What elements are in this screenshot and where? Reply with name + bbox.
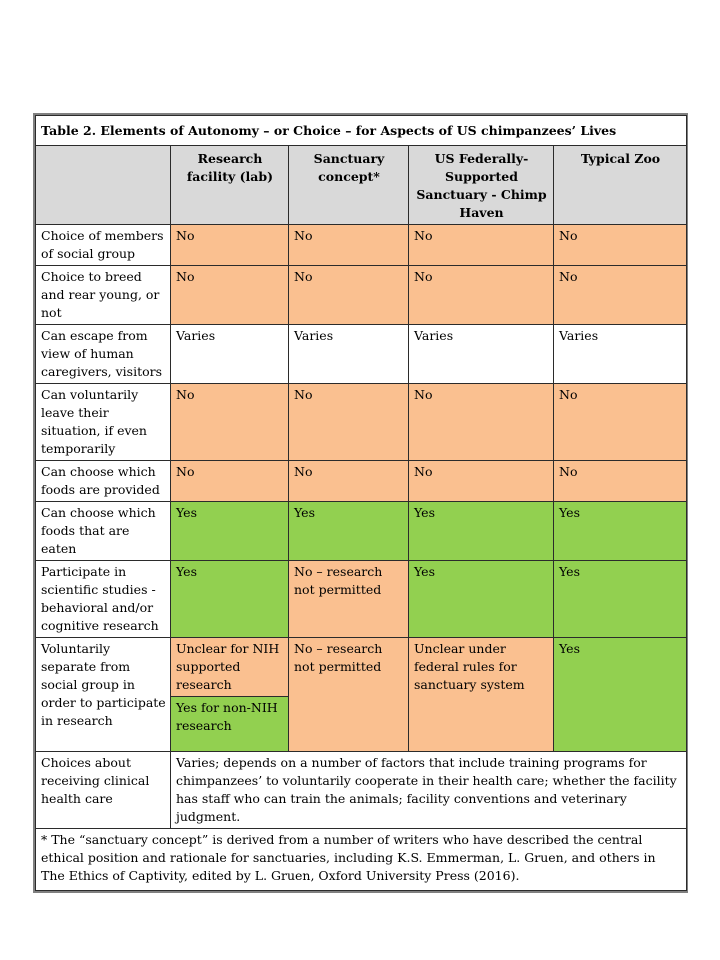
cell: Varies: [170, 324, 289, 384]
cell: No: [288, 265, 409, 325]
table-frame: Table 2. Elements of Autonomy – or Choic…: [33, 113, 688, 893]
row-label: Choices about receiving clinical health …: [35, 751, 171, 829]
table-title-row: Table 2. Elements of Autonomy – or Choic…: [35, 115, 687, 146]
cell: No: [288, 224, 409, 266]
cell: Varies: [553, 324, 687, 384]
row-label: Choice to breed and rear young, or not: [35, 265, 171, 325]
table-header-row: Research facility (lab) Sanctuary concep…: [35, 145, 687, 225]
table-row: Choice to breed and rear young, or not N…: [35, 265, 687, 325]
cell-facility-top: Unclear for NIH supported research: [170, 637, 289, 697]
cell: Yes: [288, 501, 409, 561]
cell: No: [170, 383, 289, 461]
row-label: Choice of members of social group: [35, 224, 171, 266]
row-label: Can choose which foods are provided: [35, 460, 171, 502]
row-label: Voluntarily separate from social group i…: [35, 637, 171, 752]
table-footnote-row: * The “sanctuary concept” is derived fro…: [35, 828, 687, 891]
table-row: Can escape from view of human caregivers…: [35, 324, 687, 384]
row-label: Can escape from view of human caregivers…: [35, 324, 171, 384]
table-row: Choice of members of social group No No …: [35, 224, 687, 266]
col-header-typical-zoo: Typical Zoo: [553, 145, 687, 225]
cell-sanctuary: No – research not permitted: [288, 637, 409, 752]
table-row: Can choose which foods that are eaten Ye…: [35, 501, 687, 561]
table-row: Can choose which foods are provided No N…: [35, 460, 687, 502]
autonomy-table: Table 2. Elements of Autonomy – or Choic…: [35, 115, 687, 891]
col-header-federal-sanctuary: US Federally-Supported Sanctuary - Chimp…: [408, 145, 554, 225]
cell: No – research not permitted: [288, 560, 409, 638]
cell: Yes: [408, 560, 554, 638]
footnote-text: * The “sanctuary concept” is derived fro…: [35, 828, 687, 891]
cell: No: [408, 460, 554, 502]
cell: No: [170, 224, 289, 266]
table-row-split-bottom: Yes for non-NIH research: [36, 696, 687, 752]
cell: No: [170, 265, 289, 325]
cell: No: [553, 383, 687, 461]
table-title: Table 2. Elements of Autonomy – or Choic…: [35, 115, 687, 146]
cell: No: [408, 265, 554, 325]
row-label: Can choose which foods that are eaten: [35, 501, 171, 561]
row-label: Participate in scientific studies - beha…: [35, 560, 171, 638]
cell: Yes: [170, 560, 289, 638]
cell: No: [553, 224, 687, 266]
cell-health-care-note: Varies; depends on a number of factors t…: [170, 751, 687, 829]
cell: No: [408, 224, 554, 266]
cell: No: [553, 265, 687, 325]
col-header-sanctuary-concept: Sanctuary concept*: [288, 145, 409, 225]
cell-zoo: Yes: [553, 637, 687, 752]
cell: No: [288, 460, 409, 502]
cell: Yes: [553, 501, 687, 561]
col-header-research-facility: Research facility (lab): [170, 145, 289, 225]
row-label: Can voluntarily leave their situation, i…: [35, 383, 171, 461]
cell: No: [288, 383, 409, 461]
cell-facility-bottom: Yes for non-NIH research: [170, 696, 289, 752]
cell: No: [170, 460, 289, 502]
corner-cell: [35, 145, 171, 225]
table-row-health-care: Choices about receiving clinical health …: [35, 751, 687, 829]
cell: No: [553, 460, 687, 502]
cell: No: [408, 383, 554, 461]
table-row-split-top: Voluntarily separate from social group i…: [35, 637, 687, 752]
cell: Yes: [553, 560, 687, 638]
table-row: Can voluntarily leave their situation, i…: [35, 383, 687, 461]
cell: Varies: [408, 324, 554, 384]
cell: Yes: [408, 501, 554, 561]
cell-federal: Unclear under federal rules for sanctuar…: [408, 637, 554, 752]
cell: Varies: [288, 324, 409, 384]
cell: Yes: [170, 501, 289, 561]
table-row: Participate in scientific studies - beha…: [35, 560, 687, 638]
